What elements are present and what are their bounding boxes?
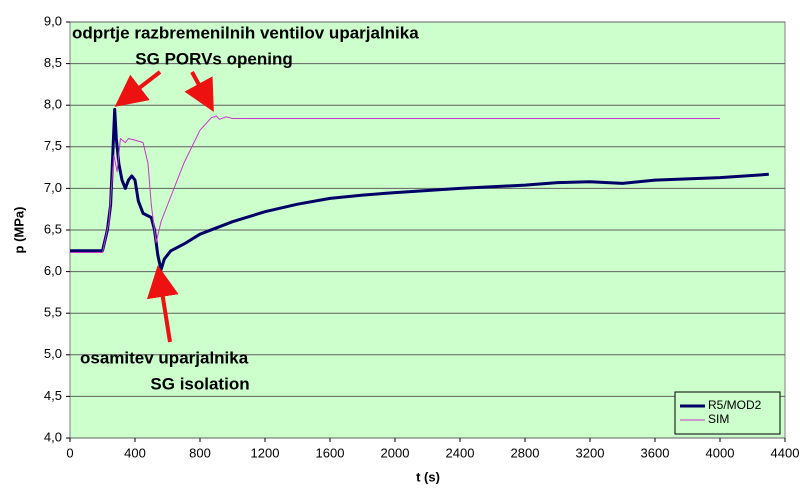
y-tick-label: 7,0 — [44, 180, 62, 195]
legend-box — [674, 391, 781, 435]
y-tick-label: 6,0 — [44, 263, 62, 278]
x-tick-label: 0 — [66, 445, 73, 460]
annotation: odprtje razbremenilnih ventilov uparjaln… — [72, 23, 419, 42]
arrow — [146, 265, 179, 343]
y-tick-label: 4,5 — [44, 388, 62, 403]
y-tick-label: 7,5 — [44, 138, 62, 153]
annotation: SG PORVs opening — [135, 49, 292, 68]
x-tick-label: 2800 — [511, 445, 540, 460]
x-tick-label: 3200 — [576, 445, 605, 460]
x-tick-label: 4000 — [706, 445, 735, 460]
x-tick-label: 400 — [124, 445, 146, 460]
annotation: SG isolation — [150, 374, 249, 393]
arrow — [114, 70, 162, 107]
y-tick-label: 8,5 — [44, 55, 62, 70]
x-tick-label: 1200 — [251, 445, 280, 460]
x-tick-label: 2000 — [381, 445, 410, 460]
y-tick-label: 6,5 — [44, 221, 62, 236]
y-tick-label: 5,0 — [44, 346, 62, 361]
x-tick-label: 4400 — [771, 445, 800, 460]
y-tick-label: 8,0 — [44, 97, 62, 112]
x-tick-label: 1600 — [316, 445, 345, 460]
y-axis-label: p (MPa) — [11, 207, 26, 254]
legend-label: SIM — [708, 412, 729, 426]
y-tick-label: 5,5 — [44, 305, 62, 320]
line — [70, 115, 720, 253]
x-tick-label: 2400 — [446, 445, 475, 460]
legend-label: R5/MOD2 — [708, 398, 762, 412]
y-tick-label: 9,0 — [44, 13, 62, 28]
x-axis-label: t (s) — [416, 469, 440, 484]
arrow — [184, 71, 214, 113]
x-tick-label: 3600 — [641, 445, 670, 460]
annotation: osamitev uparjalnika — [80, 348, 249, 367]
y-tick-label: 4,0 — [44, 429, 62, 444]
x-tick-label: 800 — [189, 445, 211, 460]
